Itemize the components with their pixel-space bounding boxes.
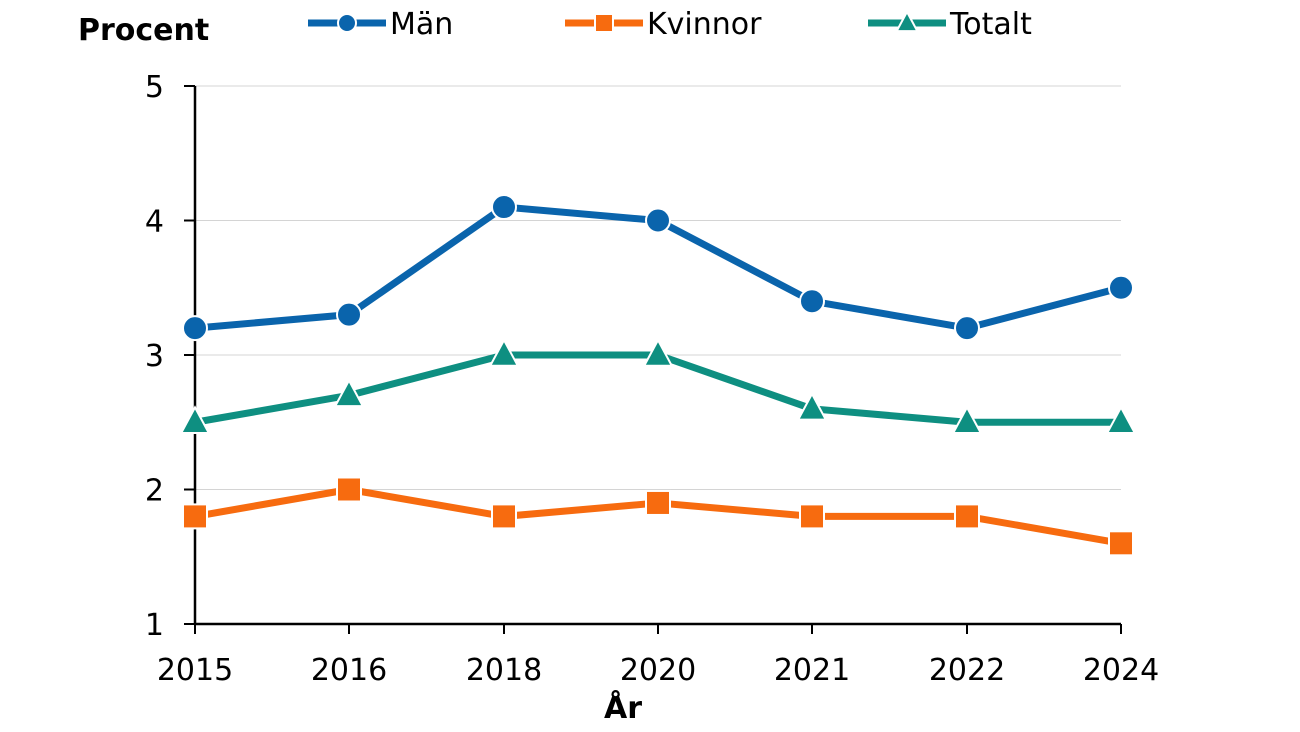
series-triangle <box>179 338 1137 435</box>
data-point <box>799 503 825 530</box>
data-point <box>1108 530 1134 557</box>
x-tick-label: 2020 <box>620 653 696 688</box>
y-tick-label: 2 <box>145 474 164 509</box>
data-point <box>179 405 211 435</box>
legend-label: Män <box>390 7 453 42</box>
data-point <box>645 207 671 234</box>
gridlines <box>195 85 1121 490</box>
data-point <box>954 315 980 342</box>
y-tick-label: 1 <box>145 608 164 643</box>
y-axis-title: Procent <box>78 13 209 48</box>
x-tick-label: 2024 <box>1083 653 1159 688</box>
data-point <box>894 9 920 33</box>
data-point <box>642 338 674 367</box>
data-point <box>491 194 517 221</box>
legend-label: Kvinnor <box>647 7 762 42</box>
tick-labels: 1 2 3 4 5 2015 2016 2018 2020 2021 2022 2024 <box>145 70 1159 688</box>
axes <box>184 85 1122 634</box>
x-tick-label: 2022 <box>929 653 1005 688</box>
y-tick-label: 3 <box>145 339 164 374</box>
data-point <box>336 476 362 503</box>
data-point <box>954 503 980 530</box>
data-point <box>796 391 828 421</box>
legend-label: Totalt <box>949 7 1032 42</box>
legend-item: Män <box>308 7 453 42</box>
data-point <box>1105 405 1137 435</box>
legend-item: Totalt <box>868 7 1032 42</box>
data-point <box>1108 274 1134 301</box>
data-point <box>594 13 614 33</box>
y-tick-label: 4 <box>145 205 164 240</box>
data-point <box>491 503 517 530</box>
x-tick-label: 2018 <box>466 653 542 688</box>
x-axis-title: År <box>604 689 642 726</box>
legend: Män Kvinnor Totalt <box>308 7 1032 42</box>
x-tick-label: 2015 <box>157 653 233 688</box>
data-point <box>333 378 365 408</box>
data-point <box>488 338 520 367</box>
data-point <box>951 405 983 435</box>
series-circle <box>182 194 1134 342</box>
series-square <box>182 476 1134 557</box>
data-point <box>182 503 208 530</box>
legend-item: Kvinnor <box>565 7 762 42</box>
series-group <box>179 194 1137 557</box>
y-tick-label: 5 <box>145 70 164 105</box>
x-tick-label: 2021 <box>774 653 850 688</box>
x-tick-label: 2016 <box>311 653 387 688</box>
data-point <box>645 489 671 516</box>
data-point <box>182 315 208 342</box>
data-point <box>799 288 825 315</box>
data-point <box>336 301 362 328</box>
data-point <box>337 13 357 33</box>
